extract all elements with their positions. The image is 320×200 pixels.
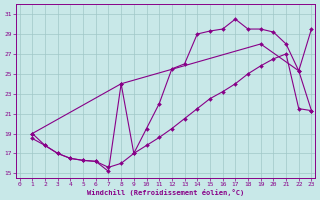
X-axis label: Windchill (Refroidissement éolien,°C): Windchill (Refroidissement éolien,°C) bbox=[87, 189, 244, 196]
